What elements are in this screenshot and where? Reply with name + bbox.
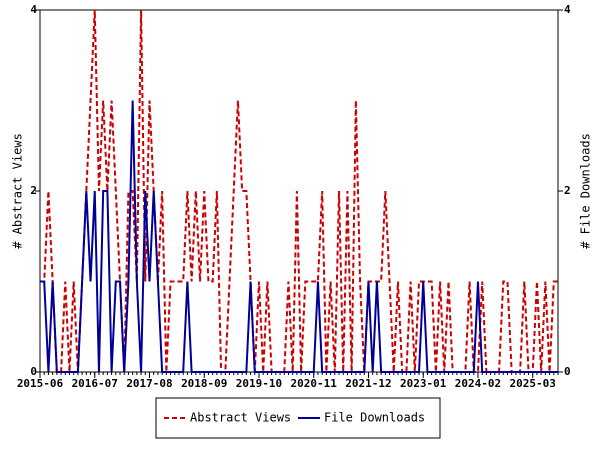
x-tick-label: 2023-01 xyxy=(400,377,447,390)
x-tick-label: 2015-06 xyxy=(17,377,64,390)
x-tick-label: 2017-08 xyxy=(126,377,172,390)
x-tick-label: 2020-11 xyxy=(291,377,338,390)
y2-tick-label: 2 xyxy=(564,184,571,197)
y2-axis-label: # File Downloads xyxy=(579,133,593,249)
x-tick-label: 2025-03 xyxy=(510,377,556,390)
x-tick-label: 2021-12 xyxy=(345,377,391,390)
y2-tick-label: 4 xyxy=(564,3,571,16)
y-tick-label: 2 xyxy=(30,184,37,197)
legend-label: File Downloads xyxy=(324,411,425,425)
x-tick-label: 2016-07 xyxy=(72,377,118,390)
x-tick-label: 2019-10 xyxy=(236,377,282,390)
series-line xyxy=(40,100,558,373)
y-axis-label: # Abstract Views xyxy=(11,133,25,249)
y2-tick-label: 0 xyxy=(564,365,571,378)
legend-label: Abstract Views xyxy=(190,411,291,425)
x-tick-label: 2024-02 xyxy=(455,377,501,390)
y-tick-label: 4 xyxy=(30,3,37,16)
y-tick-label: 0 xyxy=(30,365,37,378)
series-line xyxy=(40,9,558,373)
legend-box xyxy=(155,397,441,439)
x-tick-label: 2018-09 xyxy=(181,377,227,390)
